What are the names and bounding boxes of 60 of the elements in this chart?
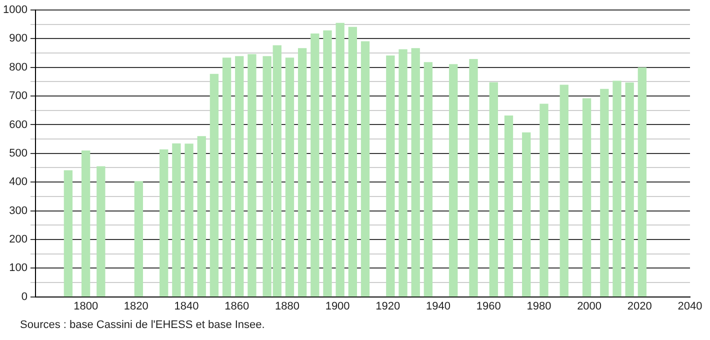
x-tick-label: 1980 [526, 300, 552, 312]
x-tick-label: 1840 [174, 300, 199, 312]
x-tick-label: 1900 [325, 300, 350, 312]
bar [248, 54, 256, 297]
y-tick-label: 400 [9, 176, 28, 188]
bar [360, 41, 370, 297]
bar [323, 30, 332, 297]
y-tick-label: 100 [9, 262, 28, 274]
y-tick-label: 200 [9, 233, 28, 246]
x-tick-label: 2020 [627, 300, 652, 312]
y-tick-label: 800 [9, 61, 28, 74]
bar [582, 98, 592, 297]
bar [386, 56, 395, 297]
x-tick-label: 2000 [577, 300, 602, 312]
bar [612, 80, 622, 297]
y-tick-label: 300 [9, 204, 28, 217]
x-tick-label: 1800 [74, 300, 98, 312]
x-tick-label: 2040 [678, 300, 702, 312]
y-tick-label: 1000 [2, 4, 28, 16]
x-tick-label: 1860 [224, 300, 250, 312]
bar [638, 67, 646, 297]
bar [298, 48, 307, 297]
bar [625, 82, 634, 297]
bar [64, 170, 73, 297]
bar [411, 48, 420, 297]
bar [522, 132, 531, 297]
bar [222, 58, 232, 297]
bar [336, 22, 344, 297]
bar [560, 84, 568, 297]
bar [600, 88, 609, 297]
bar [210, 74, 219, 297]
bar [81, 150, 90, 297]
y-tick-label: 900 [9, 32, 28, 45]
y-tick-label: 500 [9, 147, 28, 160]
bar [160, 149, 168, 297]
bar [184, 144, 194, 297]
x-tick-label: 1820 [124, 300, 148, 312]
x-tick-label: 1940 [426, 300, 450, 312]
bar [285, 58, 294, 297]
y-tick-label: 0 [21, 290, 28, 303]
bar [398, 49, 408, 297]
bar [197, 136, 206, 297]
bar [449, 64, 458, 297]
y-tick-label: 700 [9, 90, 28, 102]
bar [348, 26, 357, 297]
bar [469, 59, 478, 297]
x-tick-label: 1960 [476, 300, 501, 312]
bar [310, 33, 320, 297]
x-tick-label: 1920 [376, 300, 400, 312]
bar [540, 104, 548, 297]
bar [172, 143, 181, 297]
bar [235, 56, 244, 297]
y-tick-label: 600 [9, 118, 28, 131]
x-tick-label: 1880 [274, 300, 300, 312]
bar [424, 62, 433, 297]
bar [504, 116, 514, 297]
bar [96, 166, 106, 297]
bar [134, 181, 144, 297]
source-note: Sources : base Cassini de l'EHESS et base Insee. [20, 319, 265, 331]
bar [489, 82, 498, 297]
